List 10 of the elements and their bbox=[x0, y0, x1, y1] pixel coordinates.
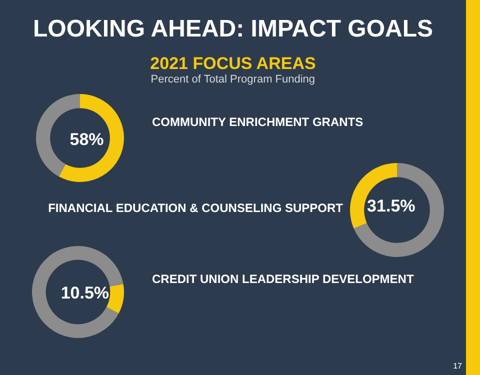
text: Percent of Total Program Funding bbox=[150, 74, 316, 86]
slice-label: CREDIT UNION LEADERSHIP DEVELOPMENT bbox=[152, 272, 414, 286]
data-label: 31.5% bbox=[367, 196, 416, 216]
data-label: 58% bbox=[70, 130, 104, 150]
data-label: 10.5% bbox=[60, 284, 110, 303]
slice-label: FINANCIAL EDUCATION & COUNSELING SUPPORT bbox=[48, 201, 344, 215]
slice-label: COMMUNITY ENRICHMENT GRANTS bbox=[152, 115, 364, 129]
text: 17 bbox=[453, 362, 463, 370]
chart-subtitle: 2021 FOCUS AREAS bbox=[150, 54, 316, 73]
chart-title: LOOKING AHEAD: IMPACT GOALS bbox=[33, 16, 433, 42]
